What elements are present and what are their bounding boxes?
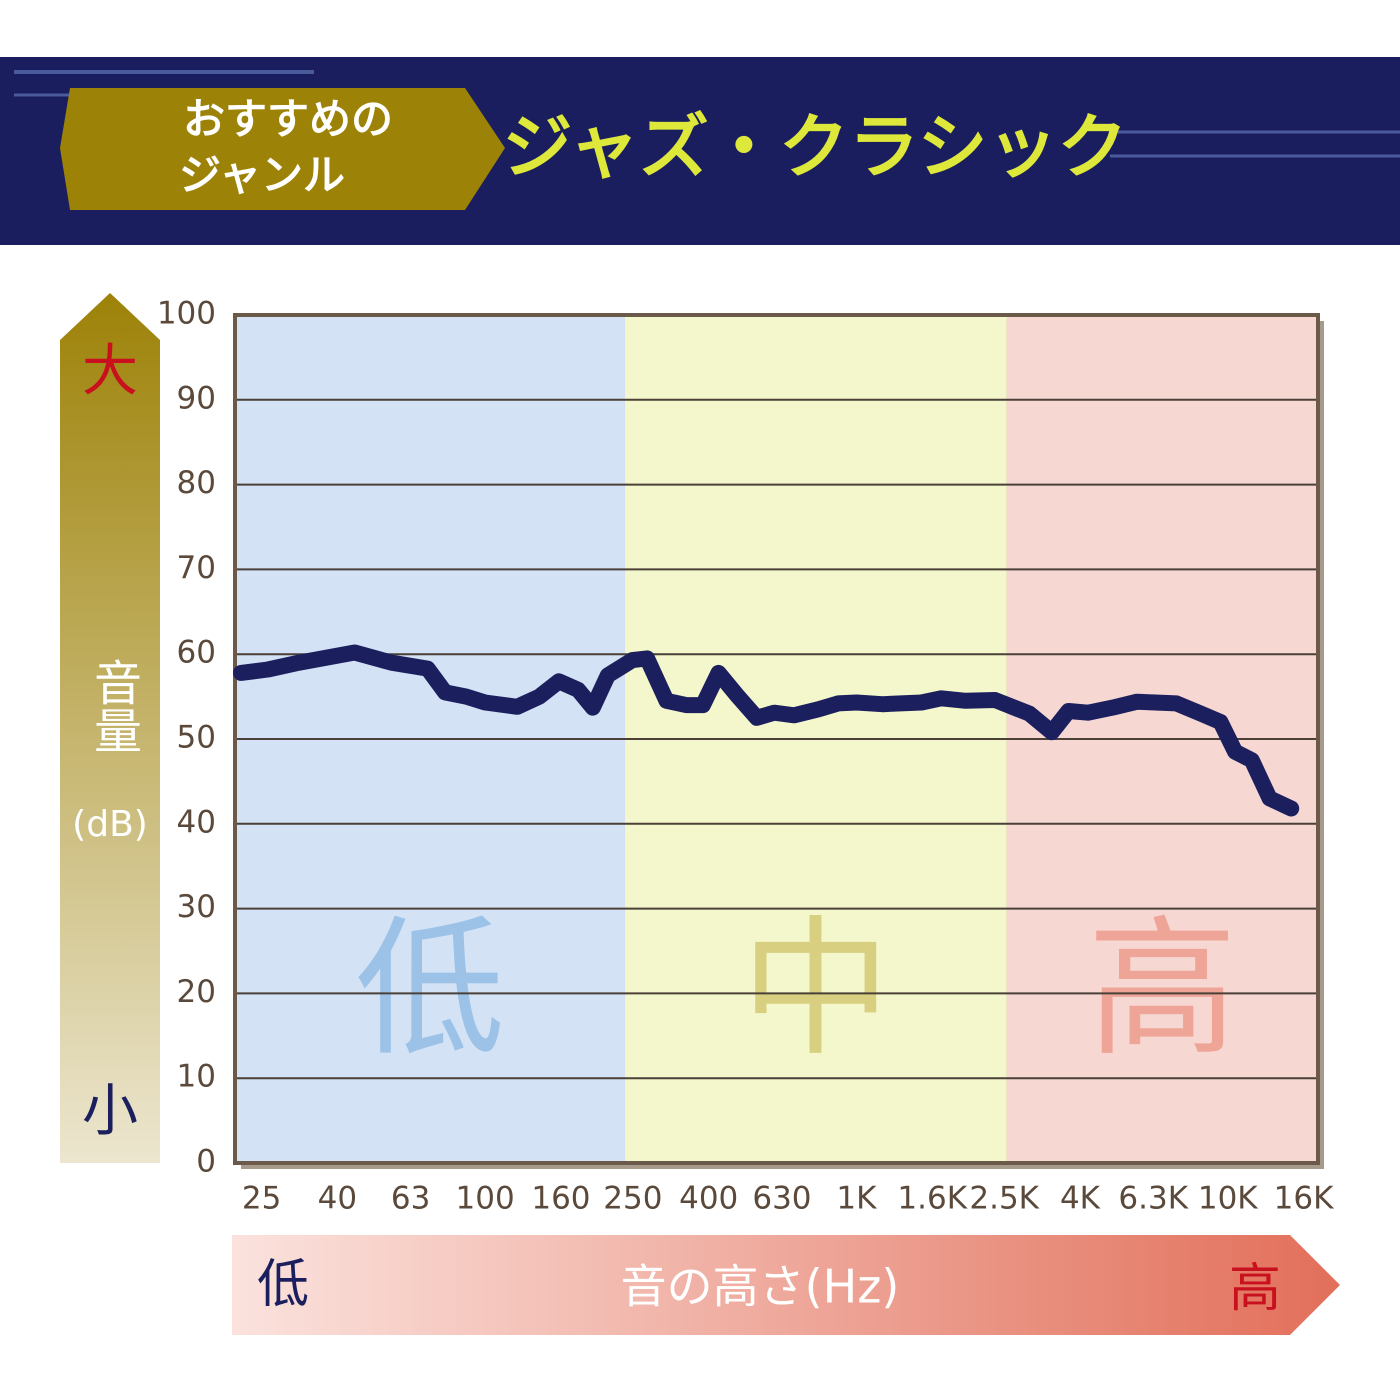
- y-label: 音量: [85, 658, 141, 754]
- band-label: 低: [355, 903, 505, 1077]
- x-end-low: 低: [257, 1255, 309, 1315]
- plot-frame: [233, 313, 1320, 1165]
- title: ジャズ・クラシック: [502, 106, 1127, 188]
- y-tick-label: 20: [177, 974, 216, 1010]
- y-label-unit: (dB): [72, 804, 148, 845]
- y-tick-label: 60: [177, 635, 216, 671]
- x-tick-label: 6.3K: [1118, 1181, 1188, 1217]
- band-label: 中: [741, 903, 891, 1077]
- x-end-high: 高: [1229, 1259, 1281, 1319]
- y-end-low: 小: [82, 1079, 138, 1144]
- x-tick-label: 100: [456, 1181, 515, 1217]
- y-tick-label: 10: [177, 1059, 216, 1095]
- x-tick-label: 1.6K: [897, 1181, 967, 1217]
- y-tick-label: 90: [177, 380, 216, 416]
- x-tick-label: 10K: [1198, 1181, 1258, 1217]
- y-tick-label: 100: [157, 296, 216, 332]
- badge: [60, 88, 505, 210]
- x-tick-label: 160: [531, 1181, 590, 1217]
- y-tick-label: 30: [177, 889, 216, 925]
- x-tick-label: 25: [242, 1181, 281, 1217]
- y-tick-label: 50: [177, 720, 216, 756]
- x-tick-label: 250: [603, 1181, 662, 1217]
- y-tick-label: 40: [177, 804, 216, 840]
- data-line: [233, 644, 1300, 817]
- badge-line: ジャンル: [179, 151, 345, 200]
- x-tick-label: 63: [391, 1181, 430, 1217]
- x-label: 音の高さ(Hz): [621, 1260, 900, 1314]
- x-tick-label: 400: [679, 1181, 738, 1217]
- y-tick-label: 80: [177, 465, 216, 501]
- y-tick-label: 0: [196, 1144, 216, 1180]
- x-arrow: [232, 1235, 1340, 1335]
- x-tick-label: 630: [752, 1181, 811, 1217]
- x-tick-label: 40: [318, 1181, 357, 1217]
- badge-line: おすすめの: [183, 95, 393, 144]
- y-tick-label: 70: [177, 550, 216, 586]
- x-tick-label: 16K: [1274, 1181, 1334, 1217]
- x-tick-label: 1K: [836, 1181, 877, 1217]
- plot: 低 中 高 0 10 20 30 40 50 60 70 80 90 100 25 40 63 100 160 250…: [157, 296, 1334, 1217]
- y-end-high: 大: [82, 339, 138, 404]
- x-tick-label: 2.5K: [969, 1181, 1039, 1217]
- band-label: 高: [1087, 903, 1237, 1077]
- y-arrow: [60, 293, 160, 1163]
- x-tick-label: 4K: [1060, 1181, 1101, 1217]
